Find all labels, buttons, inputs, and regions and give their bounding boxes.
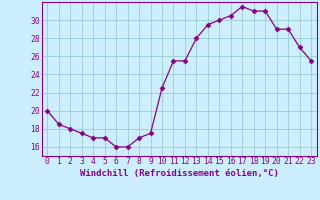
X-axis label: Windchill (Refroidissement éolien,°C): Windchill (Refroidissement éolien,°C) <box>80 169 279 178</box>
